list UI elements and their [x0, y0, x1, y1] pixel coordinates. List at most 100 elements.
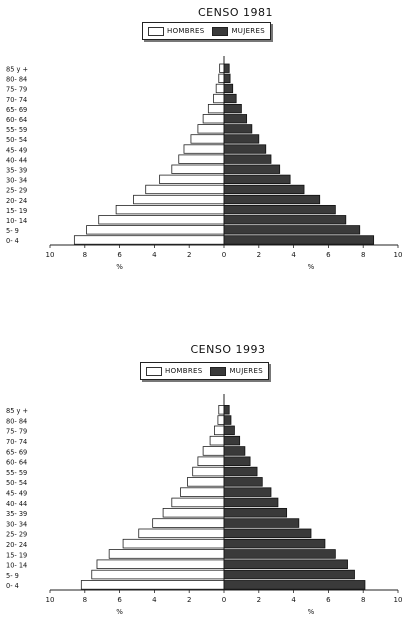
bar-mujeres — [223, 194, 321, 205]
age-group-label: 5- 9 — [6, 572, 19, 580]
bar-hombres — [86, 225, 225, 235]
bar-hombres — [183, 144, 225, 154]
bar-mujeres — [223, 456, 251, 467]
bar-hombres — [108, 549, 225, 559]
bar-mujeres — [223, 144, 267, 154]
x-tick-label: 2 — [257, 596, 261, 604]
bar-mujeres — [223, 518, 300, 528]
x-tick-label: 8 — [361, 251, 365, 259]
x-tick-label: 6 — [117, 596, 122, 604]
chart-legend: HOMBRES MUJERES — [140, 362, 269, 380]
age-group-label: 40- 44 — [6, 156, 27, 164]
x-tick-label: 0 — [222, 251, 226, 259]
x-tick-label: 6 — [117, 251, 122, 259]
bar-mujeres — [223, 184, 305, 195]
bar-mujeres — [223, 466, 258, 477]
bar-mujeres — [223, 559, 348, 569]
bar-hombres — [73, 235, 225, 245]
legend-label-mujeres: MUJERES — [231, 27, 265, 35]
age-group-label: 70- 74 — [6, 438, 27, 446]
legend-label-hombres: HOMBRES — [167, 27, 205, 35]
x-tick-label: 10 — [46, 596, 55, 604]
bar-mujeres — [223, 446, 246, 456]
pyramid-plot-area: 0- 4 5- 9 10- 14 15- 19 20- 24 25- 29 30- 34 35… — [6, 56, 403, 271]
age-group-label: 45- 49 — [6, 490, 27, 498]
age-group-label: 25- 29 — [6, 531, 27, 539]
bar-mujeres — [223, 507, 288, 518]
bar-mujeres — [223, 114, 248, 124]
age-group-label: 35- 39 — [6, 510, 27, 518]
x-tick-label: 2 — [187, 251, 191, 259]
bar-hombres — [209, 435, 225, 446]
x-axis-unit-label: % — [308, 608, 315, 616]
pyramid-chart-1981: CENSO 1981 HOMBRES MUJERES 0- 4 5- 9 10- 1… — [6, 6, 403, 271]
bar-hombres — [180, 487, 225, 497]
bar-hombres — [187, 477, 225, 487]
bar-mujeres — [223, 405, 230, 415]
bar-mujeres — [223, 435, 241, 446]
age-group-label: 30- 34 — [6, 520, 27, 528]
x-tick-label: 4 — [152, 596, 157, 604]
chart-legend: HOMBRES MUJERES — [142, 22, 271, 40]
chart-title: CENSO 1981 — [198, 6, 273, 19]
x-axis-unit-label: % — [116, 263, 123, 271]
x-tick-label: 4 — [291, 596, 296, 604]
bar-mujeres — [223, 538, 326, 549]
bar-mujeres — [223, 497, 279, 508]
bar-hombres — [219, 63, 225, 73]
bar-hombres — [122, 538, 225, 549]
age-group-label: 0- 4 — [6, 582, 19, 590]
age-group-label: 85 y + — [6, 407, 28, 415]
bar-mujeres — [223, 569, 355, 580]
age-group-label: 75- 79 — [6, 86, 27, 94]
age-group-label: 60- 64 — [6, 459, 27, 467]
age-group-label: 10- 14 — [6, 562, 27, 570]
bar-mujeres — [223, 93, 237, 104]
age-group-label: 70- 74 — [6, 96, 27, 104]
bar-hombres — [178, 154, 225, 164]
legend-swatch-hombres — [148, 26, 164, 36]
x-tick-label: 0 — [222, 596, 226, 604]
bar-hombres — [133, 194, 225, 205]
x-tick-label: 8 — [83, 596, 87, 604]
age-group-label: 15- 19 — [6, 207, 27, 215]
bar-mujeres — [223, 215, 347, 225]
x-tick-label: 10 — [394, 251, 403, 259]
bar-mujeres — [223, 477, 263, 487]
age-group-label: 50- 54 — [6, 479, 27, 487]
bar-mujeres — [223, 528, 312, 539]
bar-hombres — [138, 528, 225, 539]
bar-hombres — [197, 456, 225, 467]
age-group-label: 65- 69 — [6, 448, 27, 456]
x-axis-unit-label: % — [308, 263, 315, 271]
x-tick-label: 4 — [291, 251, 296, 259]
bar-hombres — [214, 425, 225, 436]
x-tick-label: 4 — [152, 251, 157, 259]
bar-hombres — [80, 580, 225, 590]
x-tick-label: 8 — [361, 596, 365, 604]
pyramid-plot-area: 0- 4 5- 9 10- 14 15- 19 20- 24 25- 29 30- 34 35… — [6, 394, 403, 616]
bar-mujeres — [223, 487, 272, 497]
age-group-label: 40- 44 — [6, 500, 27, 508]
age-group-label: 5- 9 — [6, 227, 19, 235]
bar-mujeres — [223, 425, 235, 436]
bar-mujeres — [223, 415, 232, 425]
age-group-label: 25- 29 — [6, 187, 27, 195]
bar-mujeres — [223, 134, 260, 144]
bar-hombres — [115, 204, 225, 215]
bar-hombres — [207, 104, 225, 114]
legend-swatch-mujeres — [212, 26, 229, 36]
x-tick-label: 10 — [394, 596, 403, 604]
bar-hombres — [202, 114, 225, 124]
age-group-label: 45- 49 — [6, 146, 27, 154]
bar-mujeres — [223, 73, 231, 83]
bar-mujeres — [223, 164, 281, 174]
bar-hombres — [171, 497, 225, 508]
bar-hombres — [218, 405, 225, 415]
bar-hombres — [96, 559, 225, 569]
age-group-label: 50- 54 — [6, 136, 27, 144]
bar-mujeres — [223, 580, 366, 590]
bar-mujeres — [223, 204, 336, 215]
legend-swatch-mujeres — [210, 366, 227, 376]
age-group-label: 60- 64 — [6, 116, 27, 124]
